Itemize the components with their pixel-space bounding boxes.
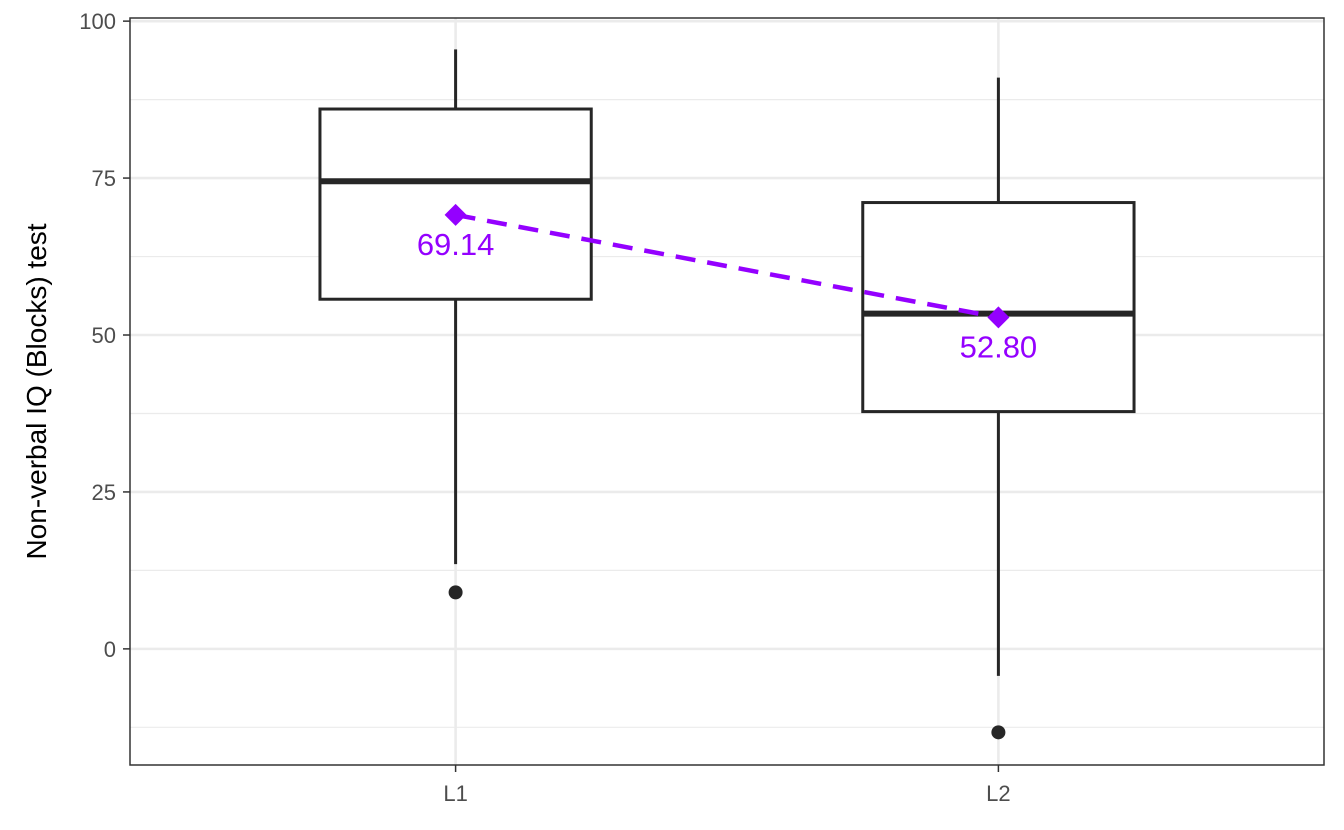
y-tick-label: 100: [79, 9, 116, 34]
mean-label: 52.80: [960, 329, 1038, 364]
outlier-point: [448, 585, 463, 600]
panel-border: [129, 17, 1325, 766]
outlier-point: [991, 725, 1006, 740]
mean-label: 69.14: [417, 227, 495, 262]
mean-point: [987, 306, 1010, 329]
y-tick-label: 25: [92, 480, 116, 505]
mean-point: [444, 203, 467, 226]
x-tick-label: L2: [986, 781, 1010, 806]
y-axis-title: Non-verbal IQ (Blocks) test: [21, 223, 52, 559]
x-tick-label: L1: [443, 781, 467, 806]
axes: 0 25 50 75 100 L1 L2: [79, 9, 1010, 806]
mean-layer: 69.14 52.80: [417, 203, 1038, 364]
y-tick-label: 75: [92, 166, 116, 191]
y-tick-label: 50: [92, 323, 116, 348]
mean-trend-line: [455, 212, 999, 320]
y-tick-label: 0: [104, 637, 116, 662]
